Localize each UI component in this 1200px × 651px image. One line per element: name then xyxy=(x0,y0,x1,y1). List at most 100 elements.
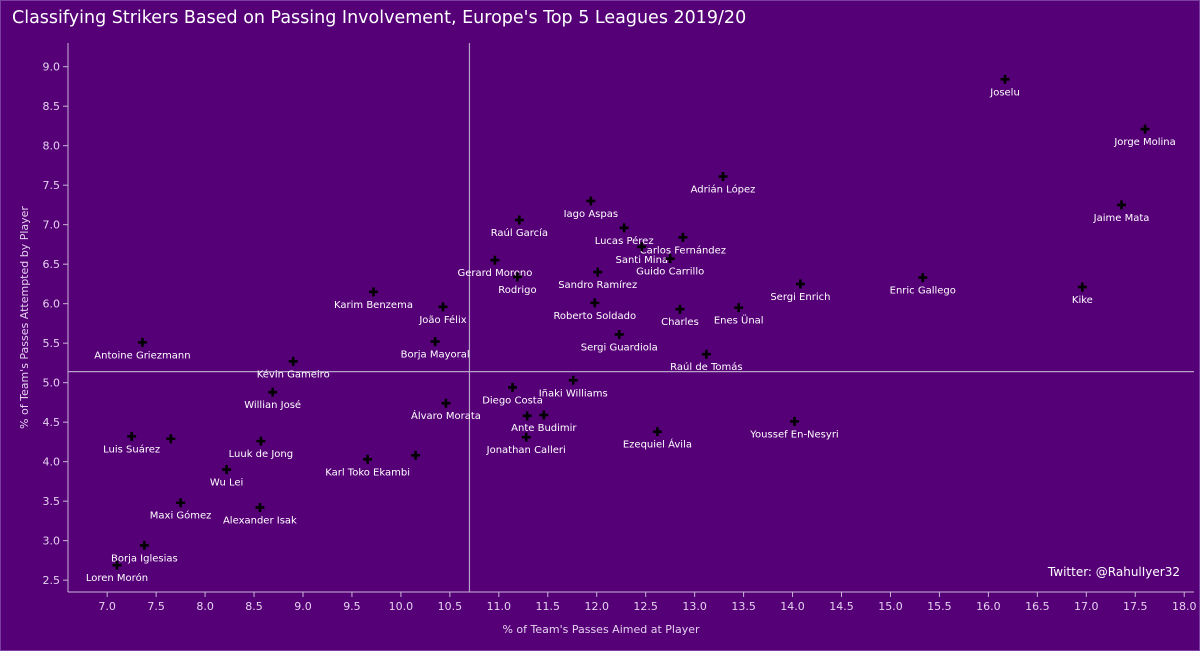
x-tick-label: 10.5 xyxy=(438,600,463,613)
y-axis-label: % of Team's Passes Attempted by Player xyxy=(18,206,31,429)
data-point-label: Enes Ünal xyxy=(714,314,764,327)
data-point-marker xyxy=(675,304,685,314)
data-points: Joselu Jorge Molina Adrián López Jaime Mata… xyxy=(86,74,1176,584)
data-point-label: Maxi Gómez xyxy=(150,510,212,522)
data-point-label: Charles xyxy=(661,317,699,328)
data-point-label: Adrián López xyxy=(691,183,756,195)
data-point-label: Alexander Isak xyxy=(223,515,297,526)
data-point-label: Santi Mina xyxy=(615,255,668,266)
data-point-marker xyxy=(586,196,596,206)
x-axis-label: % of Team's Passes Aimed at Player xyxy=(502,623,700,636)
data-point-label: Iñaki Williams xyxy=(539,388,608,399)
axes: 7.0 7.5 8.0 8.5 9.0 9.5 10.0 10.5 11.0 11.5 12.0 12… xyxy=(43,43,1197,613)
data-point-label: Loren Morón xyxy=(86,572,148,584)
data-point-label: João Félix xyxy=(418,314,466,326)
data-point-label: Joselu xyxy=(989,87,1020,98)
data-point-marker xyxy=(522,411,532,421)
twitter-credit: Twitter: @RahulIyer32 xyxy=(1047,565,1180,579)
data-point-label: Rodrigo xyxy=(498,285,536,296)
data-point-marker xyxy=(521,432,531,442)
data-point-marker xyxy=(678,232,688,242)
data-point-marker xyxy=(268,387,278,397)
data-point-marker xyxy=(368,287,378,297)
data-point-marker xyxy=(137,337,147,347)
data-point-label: Sandro Ramírez xyxy=(558,279,637,291)
x-tick-label: 15.5 xyxy=(927,600,952,613)
y-tick-label: 9.0 xyxy=(43,61,61,74)
y-tick-label: 7.5 xyxy=(43,179,61,192)
x-tick-label: 18.0 xyxy=(1172,600,1197,613)
data-point-marker xyxy=(508,382,518,392)
data-point-label: Ante Budimir xyxy=(511,423,577,434)
y-tick-label: 4.5 xyxy=(43,416,61,429)
data-point-label: Karim Benzema xyxy=(334,300,413,311)
data-point-marker xyxy=(288,356,298,366)
data-point-marker xyxy=(590,298,600,308)
x-tick-label: 9.0 xyxy=(294,600,312,613)
data-point-marker xyxy=(652,427,662,437)
data-point-label: Willian José xyxy=(244,399,301,411)
data-point-marker xyxy=(127,431,137,441)
y-tick-label: 6.5 xyxy=(43,258,61,271)
y-tick-label: 8.5 xyxy=(43,100,61,113)
data-point-marker xyxy=(637,242,647,252)
data-point-label: Kike xyxy=(1072,295,1093,306)
data-point-label: Guido Carrillo xyxy=(636,267,704,278)
x-tick-label: 16.0 xyxy=(976,600,1001,613)
y-tick-label: 5.5 xyxy=(43,337,61,350)
x-tick-label: 12.5 xyxy=(633,600,658,613)
data-point-label: Ezequiel Ávila xyxy=(623,438,692,451)
data-point-marker xyxy=(619,223,629,233)
data-point-marker xyxy=(514,215,524,225)
x-tick-label: 7.5 xyxy=(147,600,165,613)
data-point-marker xyxy=(701,349,711,359)
x-tick-label: 17.5 xyxy=(1123,600,1148,613)
data-point-label: Raúl de Tomás xyxy=(670,361,742,373)
data-point-marker xyxy=(790,416,800,426)
data-point-marker xyxy=(1140,124,1150,134)
data-point-marker xyxy=(918,273,928,283)
data-point-label: Luis Suárez xyxy=(103,443,160,455)
data-point-label: Karl Toko Ekambi xyxy=(325,467,410,478)
data-point-marker xyxy=(568,375,578,385)
data-point-label: Iago Aspas xyxy=(564,209,618,220)
data-point-marker xyxy=(718,171,728,181)
data-point-marker xyxy=(430,337,440,347)
data-point-label: Enric Gallego xyxy=(890,286,956,297)
data-point-marker xyxy=(112,560,122,570)
data-point-marker xyxy=(411,450,421,460)
data-point-label: Borja Mayoral xyxy=(401,350,470,361)
x-tick-label: 10.0 xyxy=(389,600,414,613)
data-point-marker xyxy=(1000,74,1010,84)
data-point-marker xyxy=(363,454,373,464)
data-point-marker xyxy=(490,255,500,265)
x-tick-label: 11.0 xyxy=(487,600,512,613)
x-tick-label: 12.0 xyxy=(584,600,609,613)
data-point-marker xyxy=(256,436,266,446)
data-point-label: Diego Costa xyxy=(482,395,543,406)
y-tick-label: 4.0 xyxy=(43,456,61,469)
data-point-label: Lucas Pérez xyxy=(595,235,654,247)
data-point-marker xyxy=(441,398,451,408)
x-tick-label: 17.0 xyxy=(1074,600,1099,613)
y-tick-label: 3.5 xyxy=(43,495,61,508)
data-point-label: Kévin Gameiro xyxy=(257,368,330,380)
reference-lines xyxy=(68,43,1194,592)
data-point-label: Antoine Griezmann xyxy=(94,350,190,361)
data-point-label: Jonathan Calleri xyxy=(486,445,566,456)
data-point-marker xyxy=(222,465,232,475)
y-tick-label: 7.0 xyxy=(43,219,61,232)
data-point-label: Carlos Fernández xyxy=(640,244,726,256)
x-tick-label: 14.5 xyxy=(829,600,854,613)
data-point-marker xyxy=(139,540,149,550)
data-point-label: Youssef En-Nesyri xyxy=(749,429,838,440)
data-point-marker xyxy=(593,267,603,277)
data-point-marker xyxy=(795,279,805,289)
x-tick-label: 8.0 xyxy=(196,600,214,613)
data-point-label: Álvaro Morata xyxy=(411,409,481,422)
data-point-label: Gerard Moreno xyxy=(457,268,532,279)
x-tick-label: 13.0 xyxy=(682,600,707,613)
data-point-marker xyxy=(1077,282,1087,292)
x-tick-label: 11.5 xyxy=(536,600,561,613)
